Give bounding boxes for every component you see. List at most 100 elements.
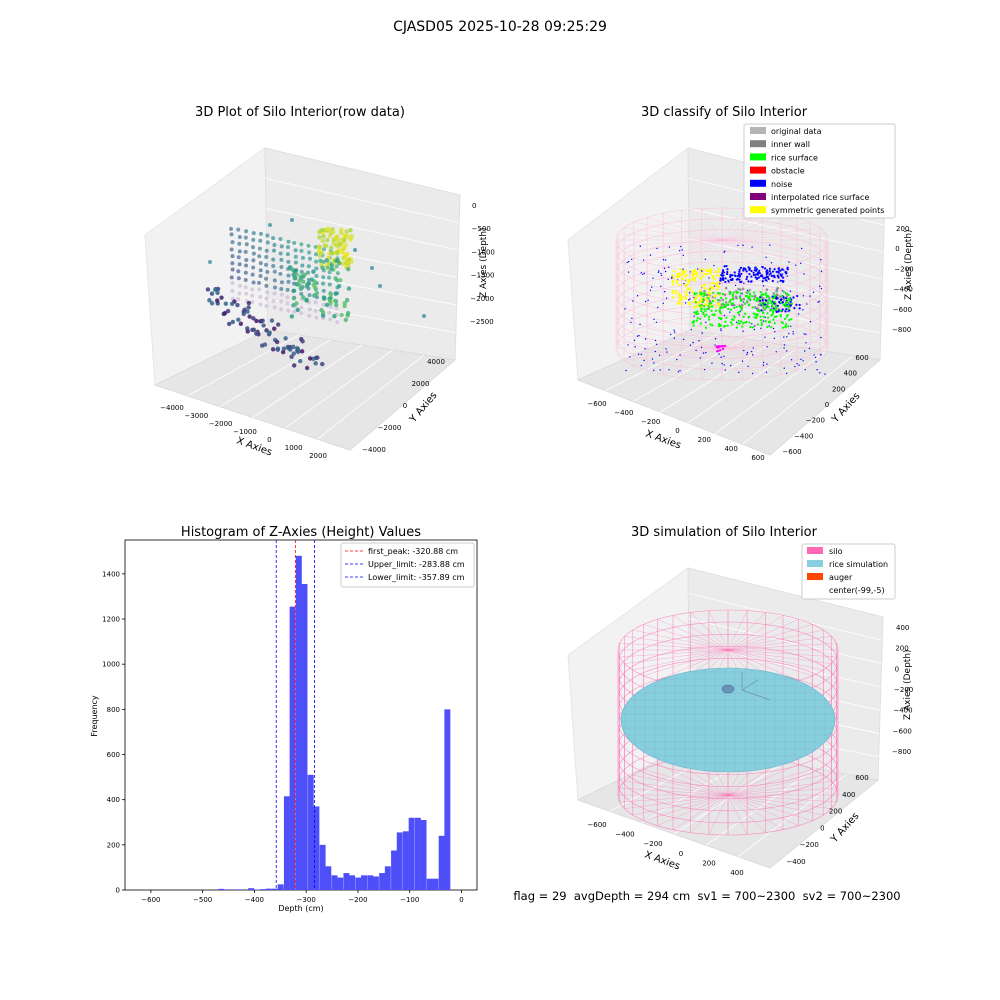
noise-point: [766, 280, 768, 282]
noise-point: [653, 369, 655, 372]
symmetric-point: [702, 268, 705, 271]
symmetric-point: [693, 306, 696, 309]
p3-y-label: Frequency: [90, 695, 99, 737]
scatter-point: [276, 322, 281, 327]
rice-surface-point: [709, 323, 712, 326]
symmetric-point: [681, 277, 684, 281]
scatter-point: [237, 234, 242, 239]
scatter-point: [285, 344, 291, 350]
scatter-point: [325, 237, 330, 243]
rice-surface-point: [740, 320, 743, 323]
symmetric-point: [674, 290, 678, 293]
inner-wall-point: [763, 308, 766, 311]
noise-point: [769, 244, 771, 246]
noise-point: [724, 250, 726, 252]
rice-surface-point: [739, 299, 743, 303]
scatter-point: [300, 263, 305, 268]
tick-label: 200: [702, 859, 715, 867]
noise-point: [781, 268, 784, 271]
noise-point: [758, 271, 761, 275]
noise-point: [781, 279, 784, 283]
scatter-point: [258, 319, 263, 324]
scatter-point: [258, 273, 263, 278]
noise-point: [792, 333, 794, 335]
symmetric-point: [676, 302, 680, 305]
scatter-point: [229, 247, 234, 252]
legend-swatch: [750, 127, 766, 134]
rice-surface-point: [764, 291, 768, 295]
rice-surface-point: [785, 323, 788, 326]
scatter-point: [339, 312, 344, 318]
noise-point: [770, 274, 773, 277]
rice-surface-point: [738, 322, 741, 325]
noise-point: [705, 321, 707, 323]
rice-surface-point: [760, 323, 763, 326]
noise-point: [771, 295, 774, 298]
inner-wall-point: [760, 296, 764, 300]
rice-surface-point: [771, 303, 774, 306]
tick-label: 200: [829, 808, 842, 816]
rice-surface-point: [719, 317, 722, 320]
legend-label: Lower_limit: -357.89 cm: [368, 573, 465, 582]
scatter-point: [325, 265, 330, 270]
histogram-bar: [313, 806, 320, 890]
scatter-point: [311, 269, 316, 274]
noise-point: [702, 352, 705, 354]
scatter-point: [257, 280, 262, 285]
noise-point: [754, 276, 757, 279]
tick-label: 600: [855, 354, 868, 362]
tick-label: −200: [806, 417, 825, 425]
histogram-bar: [414, 817, 421, 890]
scatter-point: [270, 347, 276, 352]
noise-point: [632, 300, 634, 302]
scatter-point: [264, 276, 269, 281]
scatter-point: [251, 231, 256, 236]
scatter-point: [237, 262, 242, 267]
p1-z-label: Z Axies (Depth): [479, 227, 489, 298]
tick-label: 0: [675, 427, 679, 435]
noise-point: [634, 346, 636, 348]
gridline: [705, 768, 816, 846]
rice-surface-point: [749, 325, 752, 329]
scatter-point: [264, 296, 269, 301]
noise-point: [792, 331, 794, 333]
noise-point: [786, 275, 788, 277]
rice-surface-point: [744, 302, 747, 305]
scatter-point: [348, 228, 353, 233]
symmetric-point: [693, 272, 697, 276]
tick-label: 0: [403, 402, 407, 410]
noise-point: [640, 364, 643, 367]
noise-point: [639, 245, 642, 247]
scatter-point: [222, 310, 228, 316]
scatter-point: [293, 254, 298, 259]
scatter-point: [292, 309, 297, 314]
tick-label: −2000: [470, 295, 494, 303]
scatter-point: [244, 291, 249, 296]
noise-point: [671, 277, 673, 279]
rice-surface-point: [732, 318, 735, 322]
rice-surface-point: [737, 319, 740, 323]
noise-point: [643, 359, 645, 362]
noise-point: [630, 258, 633, 260]
noise-point: [733, 271, 736, 274]
x-tick-label: 0: [459, 896, 463, 904]
symmetric-point: [676, 276, 679, 279]
scatter-point: [307, 356, 313, 361]
symmetric-point: [678, 294, 681, 297]
inner-wall-point: [740, 303, 744, 307]
symmetric-point: [671, 279, 675, 283]
noise-point: [815, 361, 817, 363]
noise-point: [798, 364, 800, 366]
scatter-point: [314, 315, 319, 320]
noise-point: [720, 329, 722, 332]
rice-surface-point: [728, 300, 731, 303]
noise-point: [663, 290, 666, 293]
noise-point: [682, 254, 684, 257]
scatter-point: [346, 267, 351, 272]
inner-wall-point: [741, 287, 745, 291]
scatter-point: [338, 277, 343, 283]
histogram-bar: [277, 884, 284, 890]
scatter-point: [286, 239, 291, 244]
scatter-point: [235, 302, 240, 308]
symmetric-point: [700, 271, 703, 275]
